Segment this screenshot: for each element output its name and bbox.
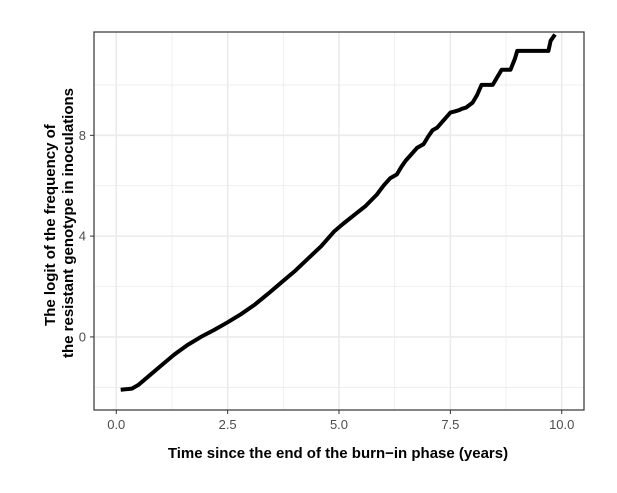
x-tick-label: 10.0 — [549, 417, 574, 432]
series-layer — [120, 33, 557, 392]
y-tick-labels: 0 4 8 — [79, 128, 86, 345]
y-axis-title-line-1: The logit of the frequency of — [42, 123, 59, 326]
y-axis-title: The logit of the frequency of the resist… — [42, 88, 77, 358]
y-tick-label: 4 — [79, 229, 86, 244]
y-tick-label: 0 — [79, 329, 86, 344]
series-line — [120, 33, 557, 392]
x-tick-label: 5.0 — [330, 417, 348, 432]
y-tick-label: 8 — [79, 128, 86, 143]
x-tick-label: 7.5 — [441, 417, 459, 432]
x-tick-labels: 0.0 2.5 5.0 7.5 10.0 — [107, 417, 574, 432]
major-gridlines — [94, 32, 584, 410]
x-axis-title: Time since the end of the burn−in phase … — [168, 445, 508, 462]
axis-ticks — [90, 134, 563, 414]
x-tick-label: 0.0 — [107, 417, 125, 432]
x-tick-label: 2.5 — [219, 417, 237, 432]
y-axis-title-line-2: the resistant genotype in inoculations — [60, 88, 77, 358]
